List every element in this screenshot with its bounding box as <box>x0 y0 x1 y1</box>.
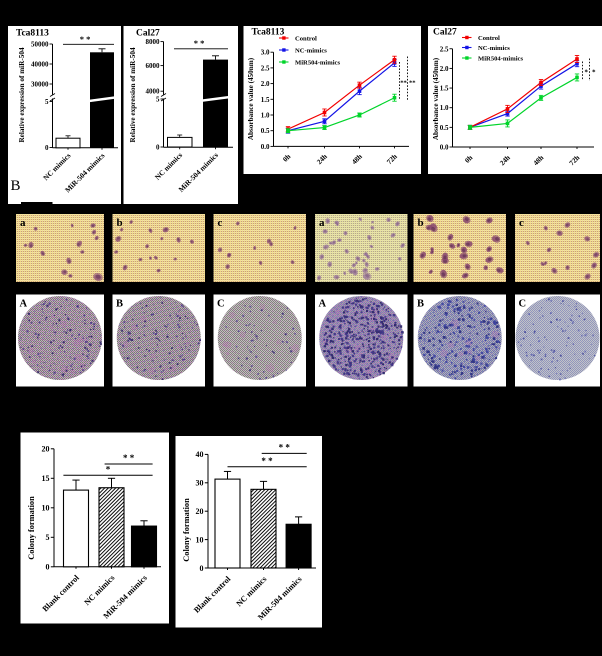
svg-text:c: c <box>519 217 524 229</box>
svg-text:* *: * * <box>261 456 273 466</box>
svg-text:*: * <box>106 465 111 475</box>
svg-text:10: 10 <box>42 504 50 513</box>
svg-text:0.5: 0.5 <box>261 127 270 135</box>
svg-text:8000: 8000 <box>146 38 161 46</box>
svg-text:c: c <box>218 217 223 229</box>
svg-text:B: B <box>417 299 424 310</box>
svg-text:Control: Control <box>295 35 317 42</box>
svg-text:Cal27: Cal27 <box>136 29 160 39</box>
svg-text:50000: 50000 <box>31 41 49 49</box>
svg-text:Tca8113: Tca8113 <box>252 28 285 38</box>
svg-text:2.5: 2.5 <box>261 64 270 72</box>
svg-text:b: b <box>117 217 123 229</box>
svg-text:Absorbance value (450nm): Absorbance value (450nm) <box>432 57 440 140</box>
svg-text:20: 20 <box>196 507 204 516</box>
svg-text:2.0: 2.0 <box>440 65 449 73</box>
svg-text:0: 0 <box>200 564 204 573</box>
svg-text:Control: Control <box>478 35 500 42</box>
svg-text:0h: 0h <box>281 153 292 164</box>
svg-text:a: a <box>319 217 325 229</box>
svg-text:2.0: 2.0 <box>261 80 270 88</box>
svg-text:40000: 40000 <box>31 61 49 69</box>
svg-text:Cal27: Cal27 <box>433 28 457 38</box>
svg-text:0: 0 <box>46 563 50 572</box>
svg-text:Absorbance value (450nm): Absorbance value (450nm) <box>247 57 255 140</box>
svg-text:0h: 0h <box>463 154 474 165</box>
svg-text:0.5: 0.5 <box>440 124 449 132</box>
svg-text:A: A <box>319 299 327 310</box>
svg-text:NC-mimics: NC-mimics <box>478 45 510 52</box>
svg-text:1.0: 1.0 <box>261 112 270 120</box>
svg-text:C: C <box>217 299 225 310</box>
svg-text:* *: * * <box>80 34 91 44</box>
svg-text:Colony formation: Colony formation <box>182 498 191 562</box>
svg-text:10: 10 <box>196 535 204 544</box>
svg-text:0.0: 0.0 <box>261 143 270 151</box>
svg-text:6000: 6000 <box>146 62 161 70</box>
svg-text:**: ** <box>409 79 416 86</box>
svg-text:3.0: 3.0 <box>261 49 270 57</box>
svg-text:Relative expression of miR-504: Relative expression of miR-504 <box>18 47 26 142</box>
svg-text:MiR504-mimics: MiR504-mimics <box>295 59 340 66</box>
svg-text:Relative expression of miR-504: Relative expression of miR-504 <box>129 47 137 142</box>
svg-text:1.5: 1.5 <box>440 85 449 93</box>
svg-text:B: B <box>116 299 123 310</box>
svg-text:* *: * * <box>279 442 291 452</box>
svg-text:0: 0 <box>156 144 160 152</box>
svg-text:2.5: 2.5 <box>440 45 449 53</box>
svg-text:0: 0 <box>45 144 49 152</box>
svg-text:NC-mimics: NC-mimics <box>295 47 327 54</box>
svg-text:15: 15 <box>42 474 50 483</box>
svg-text:40: 40 <box>196 450 204 459</box>
svg-text:1.0: 1.0 <box>440 104 449 112</box>
svg-text:5: 5 <box>46 533 50 542</box>
svg-text:A: A <box>20 299 28 310</box>
svg-text:5: 5 <box>156 96 160 104</box>
svg-text:5: 5 <box>45 98 49 106</box>
svg-text:20: 20 <box>42 445 50 454</box>
svg-text:Colony formation: Colony formation <box>27 496 36 560</box>
svg-text:C: C <box>519 299 527 310</box>
svg-text:0.0: 0.0 <box>440 144 449 152</box>
svg-text:30: 30 <box>196 479 204 488</box>
svg-text:MiR504-mimics: MiR504-mimics <box>478 55 523 62</box>
svg-text:a: a <box>20 217 26 229</box>
svg-text:**: ** <box>400 79 407 86</box>
svg-text:* *: * * <box>194 38 205 48</box>
svg-text:30000: 30000 <box>31 81 49 89</box>
svg-text:4000: 4000 <box>146 88 161 96</box>
svg-text:1.5: 1.5 <box>261 96 270 104</box>
svg-text:b: b <box>418 217 424 229</box>
svg-text:Tca8113: Tca8113 <box>16 29 49 39</box>
svg-text:B: B <box>11 178 21 194</box>
svg-text:*: * <box>592 69 596 76</box>
svg-text:*: * <box>584 69 588 76</box>
svg-text:* *: * * <box>123 453 135 463</box>
